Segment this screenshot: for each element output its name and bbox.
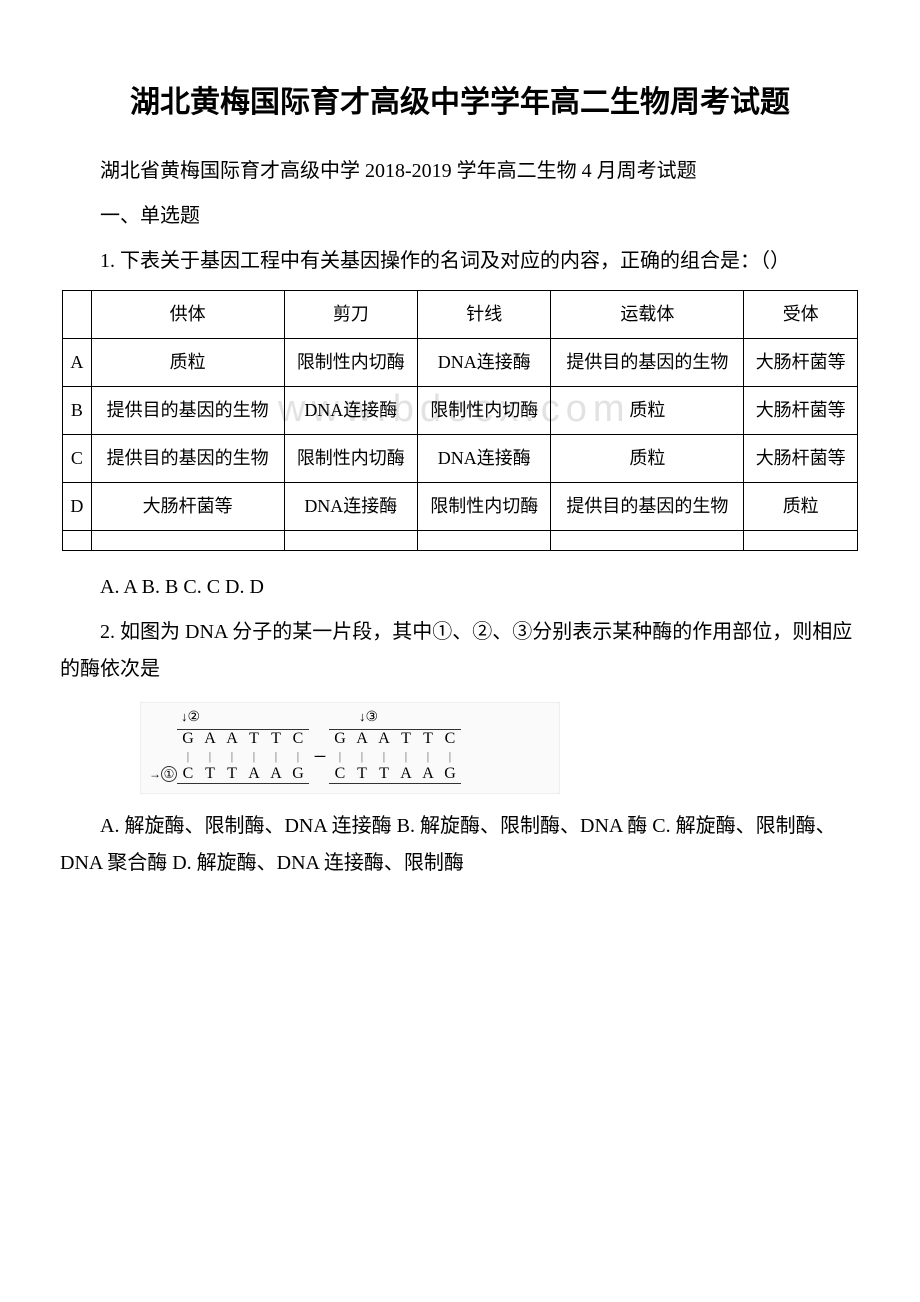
table-cell: 质粒: [551, 387, 744, 435]
table-row: 供体 剪刀 针线 运载体 受体: [63, 291, 858, 339]
table-cell: 大肠杆菌等: [744, 339, 858, 387]
table-cell: A: [63, 339, 92, 387]
dna-base: T: [243, 729, 265, 748]
dna-base: T: [395, 729, 417, 748]
table-cell: [551, 531, 744, 551]
table-cell: 提供目的基因的生物: [91, 387, 284, 435]
table-cell: [418, 531, 551, 551]
dna-base: C: [177, 765, 199, 784]
table-cell: [744, 531, 858, 551]
dna-top-strand: G A A T T C G A A T T C: [149, 727, 551, 749]
table-cell: [63, 531, 92, 551]
table-cell: DNA连接酶: [284, 387, 417, 435]
dna-label-1: →①: [149, 765, 177, 783]
dna-base: T: [199, 765, 221, 784]
table-cell: B: [63, 387, 92, 435]
table-cell: 提供目的基因的生物: [551, 339, 744, 387]
dna-base: T: [373, 765, 395, 784]
table-cell: 质粒: [551, 435, 744, 483]
table-cell: 提供目的基因的生物: [91, 435, 284, 483]
dna-base: G: [439, 765, 461, 784]
dna-top-labels: ↓② ↓③: [149, 709, 551, 727]
table-cell: D: [63, 483, 92, 531]
dna-base: T: [417, 729, 439, 748]
table-cell: 提供目的基因的生物: [551, 483, 744, 531]
table-row: A 质粒 限制性内切酶 DNA连接酶 提供目的基因的生物 大肠杆菌等: [63, 339, 858, 387]
table-cell: 限制性内切酶: [284, 435, 417, 483]
table-cell: [91, 531, 284, 551]
table-row: D 大肠杆菌等 DNA连接酶 限制性内切酶 提供目的基因的生物 质粒: [63, 483, 858, 531]
dna-base: G: [329, 729, 351, 748]
dna-base: G: [177, 729, 199, 748]
question-2-options: A. 解旋酶、限制酶、DNA 连接酶 B. 解旋酶、限制酶、DNA 酶 C. 解…: [60, 808, 860, 882]
dna-base: A: [351, 729, 373, 748]
question-1-table-wrap: 供体 剪刀 针线 运载体 受体 A 质粒 限制性内切酶 DNA连接酶 提供目的基…: [60, 290, 860, 551]
dna-bond-row: ||| ||| --- ||| |||: [149, 749, 551, 763]
table-cell: DNA连接酶: [418, 339, 551, 387]
table-cell: 大肠杆菌等: [744, 387, 858, 435]
table-cell: 限制性内切酶: [418, 483, 551, 531]
question-1-table: 供体 剪刀 针线 运载体 受体 A 质粒 限制性内切酶 DNA连接酶 提供目的基…: [62, 290, 858, 551]
table-cell: [284, 531, 417, 551]
dna-diagram: ↓② ↓③ G A A T T C G A A T T C ||| ||| --…: [140, 702, 560, 794]
table-cell: 限制性内切酶: [284, 339, 417, 387]
dna-base: T: [351, 765, 373, 784]
table-cell: 受体: [744, 291, 858, 339]
dna-base: A: [243, 765, 265, 784]
table-cell: 运载体: [551, 291, 744, 339]
dna-base: A: [221, 729, 243, 748]
dna-base: A: [395, 765, 417, 784]
table-cell: 大肠杆菌等: [91, 483, 284, 531]
dna-base: G: [287, 765, 309, 784]
table-row: C 提供目的基因的生物 限制性内切酶 DNA连接酶 质粒 大肠杆菌等: [63, 435, 858, 483]
question-1-text: 1. 下表关于基因工程中有关基因操作的名词及对应的内容，正确的组合是：（）: [60, 243, 860, 280]
table-cell: 质粒: [744, 483, 858, 531]
table-cell: 剪刀: [284, 291, 417, 339]
dna-base: C: [329, 765, 351, 784]
section-heading: 一、单选题: [60, 198, 860, 235]
table-row: B 提供目的基因的生物 DNA连接酶 www.bdocx.com 限制性内切酶 …: [63, 387, 858, 435]
intro-paragraph: 湖北省黄梅国际育才高级中学 2018-2019 学年高二生物 4 月周考试题: [60, 153, 860, 190]
dna-label-3: ↓③: [359, 709, 378, 726]
dna-base: C: [439, 729, 461, 748]
dna-base: C: [287, 729, 309, 748]
dna-base: A: [417, 765, 439, 784]
dna-bottom-strand: →① C T T A A G C T T A A G: [149, 763, 551, 785]
table-cell: 针线: [418, 291, 551, 339]
table-cell: 质粒: [91, 339, 284, 387]
dna-base: A: [373, 729, 395, 748]
dna-label-2: ↓②: [181, 709, 200, 726]
question-1-options: A. A B. B C. C D. D: [60, 569, 860, 606]
table-cell: C: [63, 435, 92, 483]
dna-base: A: [265, 765, 287, 784]
table-cell: 供体: [91, 291, 284, 339]
table-cell: 大肠杆菌等: [744, 435, 858, 483]
table-cell: DNA连接酶: [284, 483, 417, 531]
table-cell: [63, 291, 92, 339]
question-2-text: 2. 如图为 DNA 分子的某一片段，其中①、②、③分别表示某种酶的作用部位，则…: [60, 614, 860, 688]
dna-base: A: [199, 729, 221, 748]
dna-base: T: [265, 729, 287, 748]
dna-base: T: [221, 765, 243, 784]
table-cell: DNA连接酶: [418, 435, 551, 483]
page-title: 湖北黄梅国际育才高级中学学年高二生物周考试题: [60, 80, 860, 125]
table-cell: www.bdocx.com 限制性内切酶: [418, 387, 551, 435]
table-row: [63, 531, 858, 551]
